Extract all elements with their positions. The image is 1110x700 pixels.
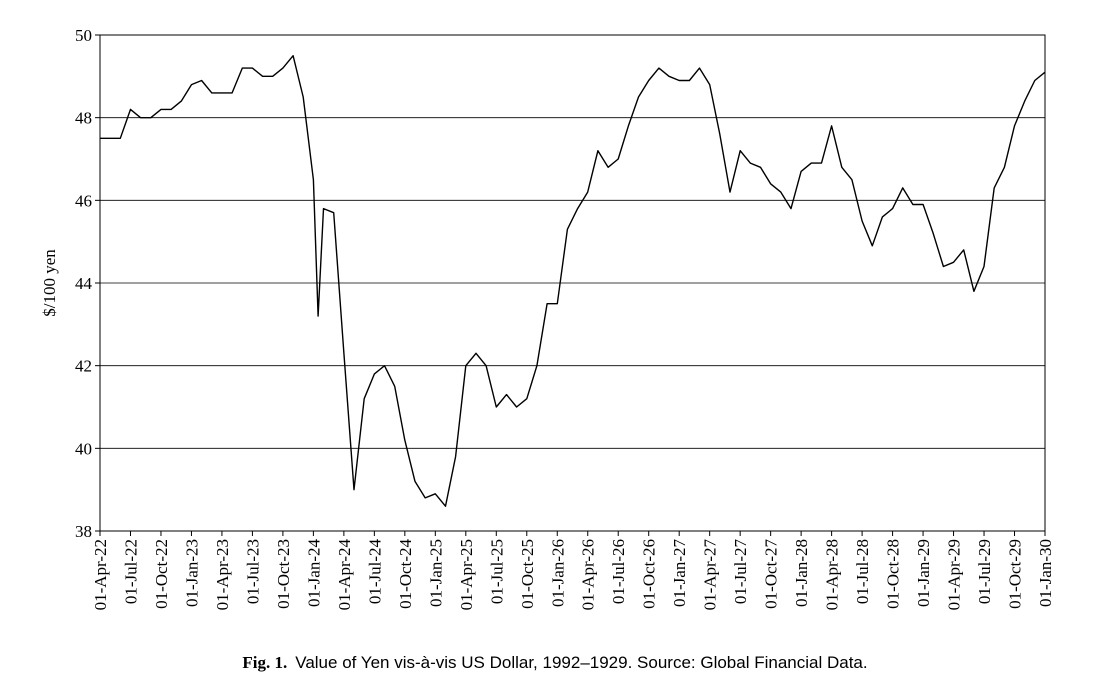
- caption-text: Value of Yen vis-à-vis US Dollar, 1992–1…: [295, 653, 867, 672]
- x-tick-label: 01-Jul-29: [975, 539, 994, 604]
- x-tick-label: 01-Jan-28: [792, 539, 811, 607]
- y-tick-label: 50: [75, 26, 92, 45]
- x-tick-label: 01-Jul-28: [853, 539, 872, 604]
- x-tick-label: 01-Oct-23: [274, 539, 293, 609]
- x-tick-label: 01-Jul-23: [243, 539, 262, 604]
- y-tick-label: 40: [75, 439, 92, 458]
- x-tick-label: 01-Jul-24: [365, 539, 384, 605]
- y-tick-label: 48: [75, 109, 92, 128]
- y-axis-label: $/100 yen: [40, 249, 59, 317]
- x-tick-label: 01-Jul-27: [731, 539, 750, 605]
- x-tick-label: 01-Apr-24: [335, 539, 354, 611]
- x-tick-label: 01-Oct-24: [396, 539, 415, 609]
- x-tick-label: 01-Jan-23: [182, 539, 201, 607]
- x-tick-label: 01-Oct-26: [640, 539, 659, 609]
- x-tick-label: 01-Jan-30: [1036, 539, 1055, 607]
- plot-frame: [99, 34, 1046, 532]
- x-tick-label: 01-Apr-27: [701, 539, 720, 611]
- x-tick-label: 01-Oct-29: [1006, 539, 1025, 609]
- x-tick-label: 01-Jan-24: [304, 539, 323, 607]
- x-tick-label: 01-Jan-26: [548, 539, 567, 607]
- x-tick-label: 01-Jan-29: [914, 539, 933, 607]
- x-tick-label: 01-Jan-27: [670, 539, 689, 607]
- x-tick-label: 01-Jan-25: [426, 539, 445, 607]
- x-tick-label: 01-Oct-25: [518, 539, 537, 609]
- caption: Fig. 1. Value of Yen vis-à-vis US Dollar,…: [242, 653, 867, 672]
- x-tick-label: 01-Apr-26: [579, 539, 598, 610]
- caption-label: Fig. 1.: [242, 653, 287, 672]
- x-tick-label: 01-Apr-25: [457, 539, 476, 610]
- x-tick-label: 01-Oct-22: [152, 539, 171, 609]
- y-tick-label: 42: [75, 357, 92, 376]
- x-tick-label: 01-Jul-25: [487, 539, 506, 604]
- y-tick-label: 46: [75, 191, 92, 210]
- x-tick-label: 01-Oct-28: [884, 539, 903, 609]
- x-tick-label: 01-Oct-27: [762, 539, 781, 609]
- x-tick-label: 01-Apr-29: [945, 539, 964, 610]
- x-tick-label: 01-Apr-28: [823, 539, 842, 610]
- x-tick-label: 01-Jul-22: [121, 539, 140, 604]
- x-tick-label: 01-Jul-26: [609, 539, 628, 604]
- y-tick-label: 38: [75, 522, 92, 541]
- data-line: [100, 55, 1046, 507]
- x-tick-label: 01-Apr-22: [91, 539, 110, 610]
- x-tick-label: 01-Apr-23: [213, 539, 232, 610]
- y-tick-label: 44: [75, 274, 93, 293]
